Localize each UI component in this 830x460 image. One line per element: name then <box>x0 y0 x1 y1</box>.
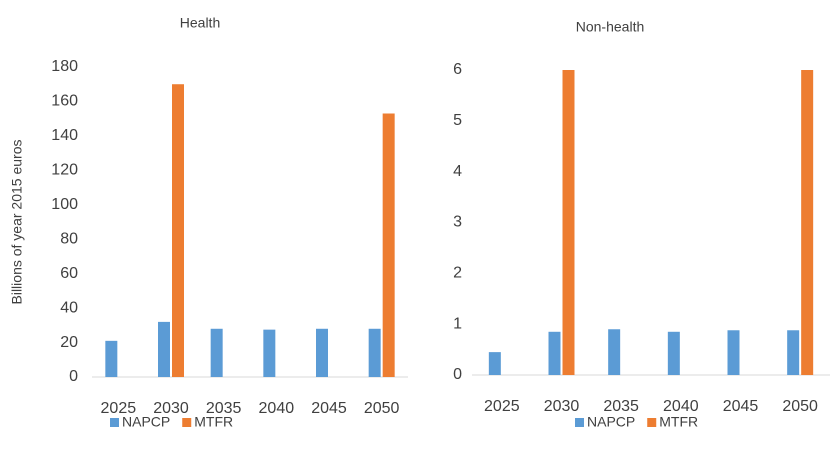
chart-title: Non-health <box>576 19 645 35</box>
legend-swatch <box>110 418 119 427</box>
x-tick-label: 2030 <box>544 398 580 415</box>
y-tick-label: 4 <box>453 163 462 180</box>
legend-label: NAPCP <box>587 414 635 430</box>
y-axis-title: Billions of year 2015 euros <box>9 140 25 305</box>
bar <box>727 330 740 375</box>
y-tick-label: 40 <box>60 299 78 316</box>
y-tick-label: 6 <box>453 61 462 78</box>
y-tick-label: 0 <box>69 368 78 385</box>
x-tick-label: 2050 <box>782 398 818 415</box>
y-tick-label: 140 <box>51 127 78 144</box>
bar <box>105 340 118 377</box>
y-tick-label: 5 <box>453 112 462 129</box>
y-tick-label: 120 <box>51 162 78 179</box>
bar <box>172 84 184 377</box>
y-tick-label: 0 <box>453 366 462 383</box>
bar <box>210 328 223 377</box>
legend-swatch <box>182 418 192 427</box>
bar <box>562 70 575 375</box>
x-tick-label: 2035 <box>603 398 639 415</box>
y-tick-label: 60 <box>60 265 78 282</box>
x-tick-label: 2035 <box>206 400 242 417</box>
bar <box>316 328 328 377</box>
legend-swatch <box>647 418 657 427</box>
y-tick-label: 1 <box>453 315 462 332</box>
bar <box>548 331 561 375</box>
x-tick-label: 2040 <box>259 400 295 417</box>
bar <box>263 329 276 377</box>
legend-label: MTFR <box>194 414 233 430</box>
x-tick-label: 2040 <box>663 398 699 415</box>
y-tick-label: 20 <box>60 334 78 351</box>
x-tick-label: 2045 <box>311 400 347 417</box>
y-tick-label: 160 <box>51 93 78 110</box>
x-tick-label: 2025 <box>484 398 520 415</box>
bar <box>158 321 170 377</box>
chart-title: Health <box>180 15 220 31</box>
legend-swatch <box>575 418 584 427</box>
bar <box>787 330 800 375</box>
bar <box>608 329 621 375</box>
legend-label: MTFR <box>659 414 698 430</box>
bar <box>368 328 381 377</box>
x-tick-label: 2025 <box>101 400 137 417</box>
y-tick-label: 80 <box>60 230 78 247</box>
legend-label: NAPCP <box>122 414 170 430</box>
y-tick-label: 100 <box>51 196 78 213</box>
x-tick-label: 2045 <box>723 398 759 415</box>
bar <box>801 70 814 375</box>
x-tick-label: 2030 <box>153 400 189 417</box>
y-tick-label: 3 <box>453 214 462 231</box>
x-tick-label: 2050 <box>364 400 400 417</box>
bar <box>382 113 395 377</box>
bar <box>488 352 501 375</box>
bar <box>667 331 680 375</box>
y-tick-label: 2 <box>453 265 462 282</box>
y-tick-label: 180 <box>51 58 78 75</box>
